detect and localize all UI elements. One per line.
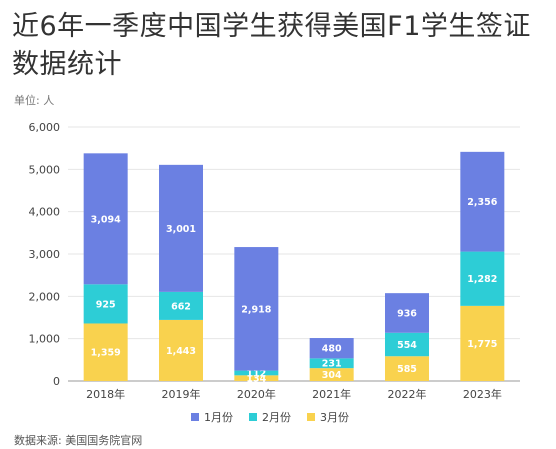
data-label: 1,775 bbox=[467, 339, 497, 350]
legend-swatch bbox=[307, 413, 315, 421]
bar-segment bbox=[159, 164, 203, 292]
bar-segment bbox=[309, 368, 354, 381]
data-label: 480 bbox=[322, 344, 342, 355]
y-tick-label: 4,000 bbox=[29, 206, 61, 219]
data-label: 662 bbox=[171, 301, 191, 312]
data-label: 936 bbox=[397, 308, 417, 319]
data-label: 231 bbox=[322, 359, 342, 370]
legend-label: 1月份 bbox=[204, 411, 233, 424]
data-label: 134 bbox=[246, 374, 266, 385]
data-label: 554 bbox=[397, 340, 417, 351]
bar-segment bbox=[234, 370, 279, 376]
bar-segment bbox=[234, 247, 279, 371]
data-label: 585 bbox=[397, 364, 417, 375]
data-label: 1,282 bbox=[467, 274, 497, 285]
y-tick-label: 5,000 bbox=[29, 163, 61, 176]
bar-segment bbox=[385, 293, 429, 333]
bar-segment bbox=[385, 356, 429, 381]
data-label: 1,359 bbox=[91, 348, 121, 359]
bar-segment bbox=[159, 291, 203, 320]
bar-segment bbox=[309, 358, 354, 369]
x-tick-label: 2020年 bbox=[237, 387, 276, 401]
x-tick-label: 2018年 bbox=[86, 387, 125, 401]
x-tick-label: 2019年 bbox=[162, 387, 201, 401]
source-note: 数据来源: 美国国务院官网 bbox=[14, 434, 143, 447]
bar-segment bbox=[460, 251, 505, 306]
y-tick-label: 2,000 bbox=[29, 290, 61, 303]
unit-label: 单位: 人 bbox=[14, 94, 55, 107]
bar-segment bbox=[309, 338, 354, 359]
data-label: 3,001 bbox=[166, 224, 196, 235]
bar-segment bbox=[83, 284, 128, 324]
y-tick-label: 6,000 bbox=[29, 121, 61, 134]
bar-segment bbox=[385, 332, 429, 357]
legend-swatch bbox=[249, 413, 257, 421]
legend-swatch bbox=[191, 413, 199, 421]
x-tick-label: 2023年 bbox=[463, 387, 502, 401]
bar-segment bbox=[460, 305, 505, 381]
data-label: 2,356 bbox=[467, 197, 497, 208]
bar-segment bbox=[83, 323, 128, 381]
legend-label: 2月份 bbox=[262, 411, 291, 424]
y-tick-label: 0 bbox=[53, 375, 60, 388]
data-label: 925 bbox=[96, 299, 116, 310]
x-tick-label: 2021年 bbox=[312, 387, 351, 401]
data-label: 112 bbox=[246, 368, 266, 379]
x-tick-label: 2022年 bbox=[388, 387, 427, 401]
y-tick-label: 1,000 bbox=[29, 333, 61, 346]
data-label: 3,094 bbox=[91, 214, 121, 225]
data-label: 1,443 bbox=[166, 346, 196, 357]
bar-segment bbox=[83, 153, 128, 285]
legend-label: 3月份 bbox=[320, 411, 349, 424]
bar-segment bbox=[159, 319, 203, 381]
bar-segment bbox=[234, 375, 279, 381]
data-label: 2,918 bbox=[241, 304, 271, 315]
data-label: 304 bbox=[322, 370, 342, 381]
bar-segment bbox=[460, 151, 505, 252]
y-tick-label: 3,000 bbox=[29, 248, 61, 261]
chart-title: 近6年一季度中国学生获得美国F1学生签证数据统计 bbox=[12, 11, 531, 80]
